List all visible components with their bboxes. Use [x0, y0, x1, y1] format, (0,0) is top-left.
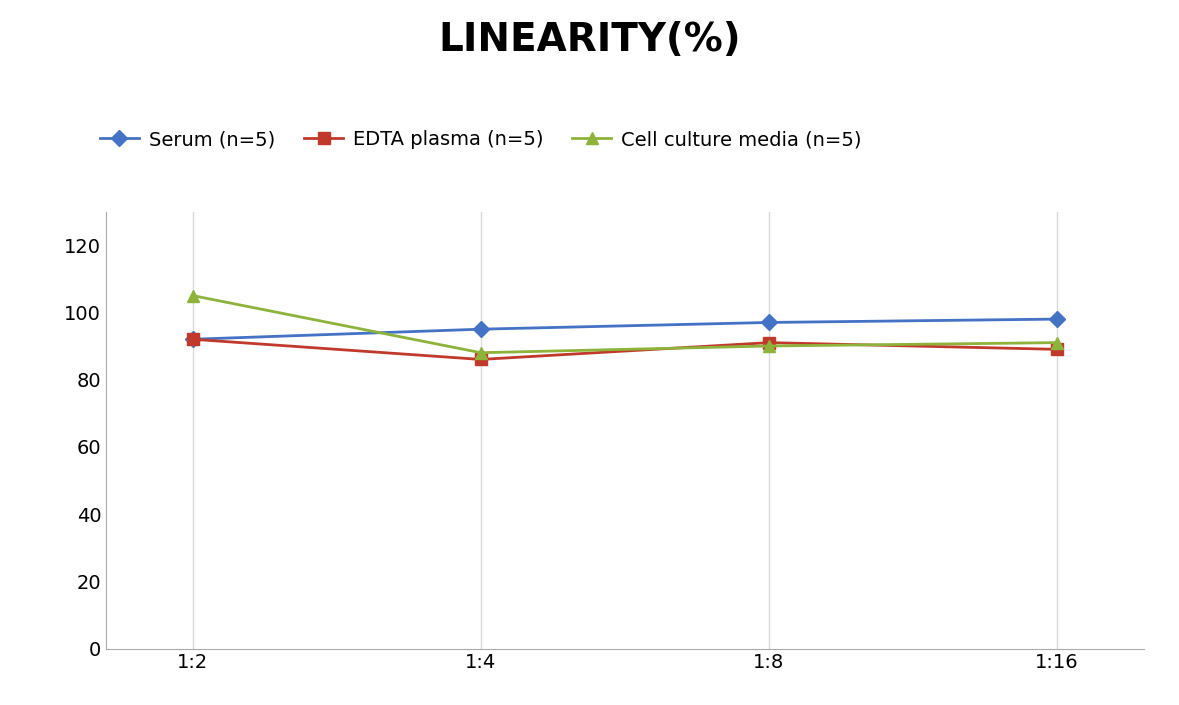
EDTA plasma (n=5) [185, 335, 199, 343]
Line: EDTA plasma (n=5): EDTA plasma (n=5) [187, 333, 1062, 365]
Line: Cell culture media (n=5): Cell culture media (n=5) [186, 289, 1063, 359]
Cell culture media (n=5) [1050, 338, 1065, 347]
Cell culture media (n=5) [762, 342, 776, 350]
Serum (n=5) [185, 335, 199, 343]
Line: Serum (n=5): Serum (n=5) [187, 314, 1062, 345]
Cell culture media (n=5) [474, 348, 488, 357]
EDTA plasma (n=5) [1050, 345, 1065, 354]
Serum (n=5) [762, 318, 776, 326]
Serum (n=5) [1050, 315, 1065, 324]
EDTA plasma (n=5) [474, 355, 488, 364]
Cell culture media (n=5) [185, 291, 199, 300]
Serum (n=5) [474, 325, 488, 333]
Text: LINEARITY(%): LINEARITY(%) [439, 21, 740, 59]
Legend: Serum (n=5), EDTA plasma (n=5), Cell culture media (n=5): Serum (n=5), EDTA plasma (n=5), Cell cul… [92, 123, 869, 157]
EDTA plasma (n=5) [762, 338, 776, 347]
